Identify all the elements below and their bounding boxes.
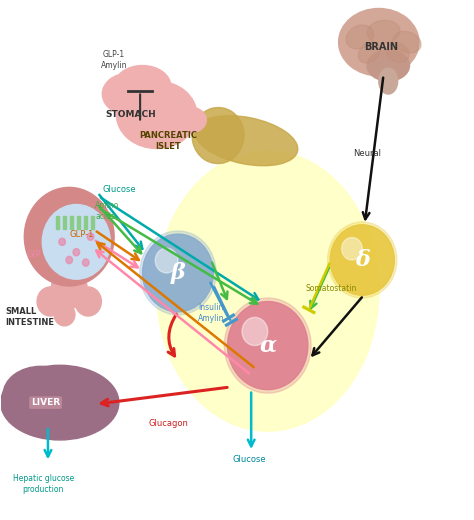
Circle shape [328, 222, 397, 298]
Ellipse shape [367, 20, 400, 43]
Circle shape [87, 233, 94, 240]
Ellipse shape [102, 73, 155, 115]
Circle shape [24, 187, 114, 286]
Text: STOMACH: STOMACH [105, 110, 156, 119]
Text: δ: δ [355, 249, 370, 271]
Circle shape [228, 302, 308, 389]
Text: Somatostatin: Somatostatin [306, 284, 357, 293]
Text: Neural: Neural [353, 149, 381, 158]
Circle shape [59, 238, 65, 245]
Ellipse shape [156, 151, 379, 431]
Circle shape [51, 269, 87, 308]
Ellipse shape [117, 81, 197, 149]
Text: Glucagon: Glucagon [148, 419, 188, 428]
Circle shape [224, 298, 311, 393]
Ellipse shape [358, 42, 381, 63]
Circle shape [73, 249, 80, 256]
Bar [56, 216, 59, 229]
Circle shape [66, 256, 73, 264]
Circle shape [143, 234, 213, 312]
Circle shape [75, 287, 101, 316]
Ellipse shape [367, 50, 410, 81]
Text: β: β [171, 262, 185, 284]
Ellipse shape [192, 108, 244, 164]
Text: LIVER: LIVER [31, 398, 60, 407]
Text: GLP-1: GLP-1 [69, 229, 93, 239]
Text: Hepatic glucose
production: Hepatic glucose production [13, 474, 74, 494]
Text: α: α [259, 334, 276, 357]
Ellipse shape [3, 366, 79, 423]
Bar [63, 216, 66, 229]
Text: PANCREATIC
ISLET: PANCREATIC ISLET [139, 131, 198, 151]
Bar [84, 216, 87, 229]
Circle shape [54, 303, 75, 326]
Ellipse shape [0, 365, 119, 440]
Circle shape [42, 204, 110, 279]
Ellipse shape [386, 43, 409, 62]
Circle shape [330, 225, 394, 295]
Circle shape [242, 317, 268, 346]
Circle shape [82, 259, 89, 266]
Bar [70, 216, 73, 229]
Bar [91, 216, 94, 229]
Text: Insulin
Amylin: Insulin Amylin [198, 303, 225, 323]
Ellipse shape [379, 68, 398, 94]
Text: Amino
acids: Amino acids [95, 201, 119, 221]
Circle shape [155, 248, 178, 273]
Text: Glucose: Glucose [102, 186, 136, 194]
Ellipse shape [346, 25, 374, 49]
Ellipse shape [393, 31, 421, 53]
Ellipse shape [338, 8, 419, 76]
Circle shape [140, 231, 216, 315]
Text: GIP: GIP [27, 250, 41, 259]
Text: BRAIN: BRAIN [364, 42, 398, 53]
Text: Glucose: Glucose [232, 455, 265, 464]
Circle shape [342, 238, 362, 260]
Ellipse shape [173, 107, 206, 133]
Circle shape [37, 287, 64, 316]
Text: SMALL
INTESTINE: SMALL INTESTINE [5, 307, 55, 327]
Bar [77, 216, 80, 229]
Ellipse shape [114, 66, 171, 107]
Text: GLP-1
Amylin: GLP-1 Amylin [101, 50, 128, 70]
Ellipse shape [195, 115, 298, 166]
